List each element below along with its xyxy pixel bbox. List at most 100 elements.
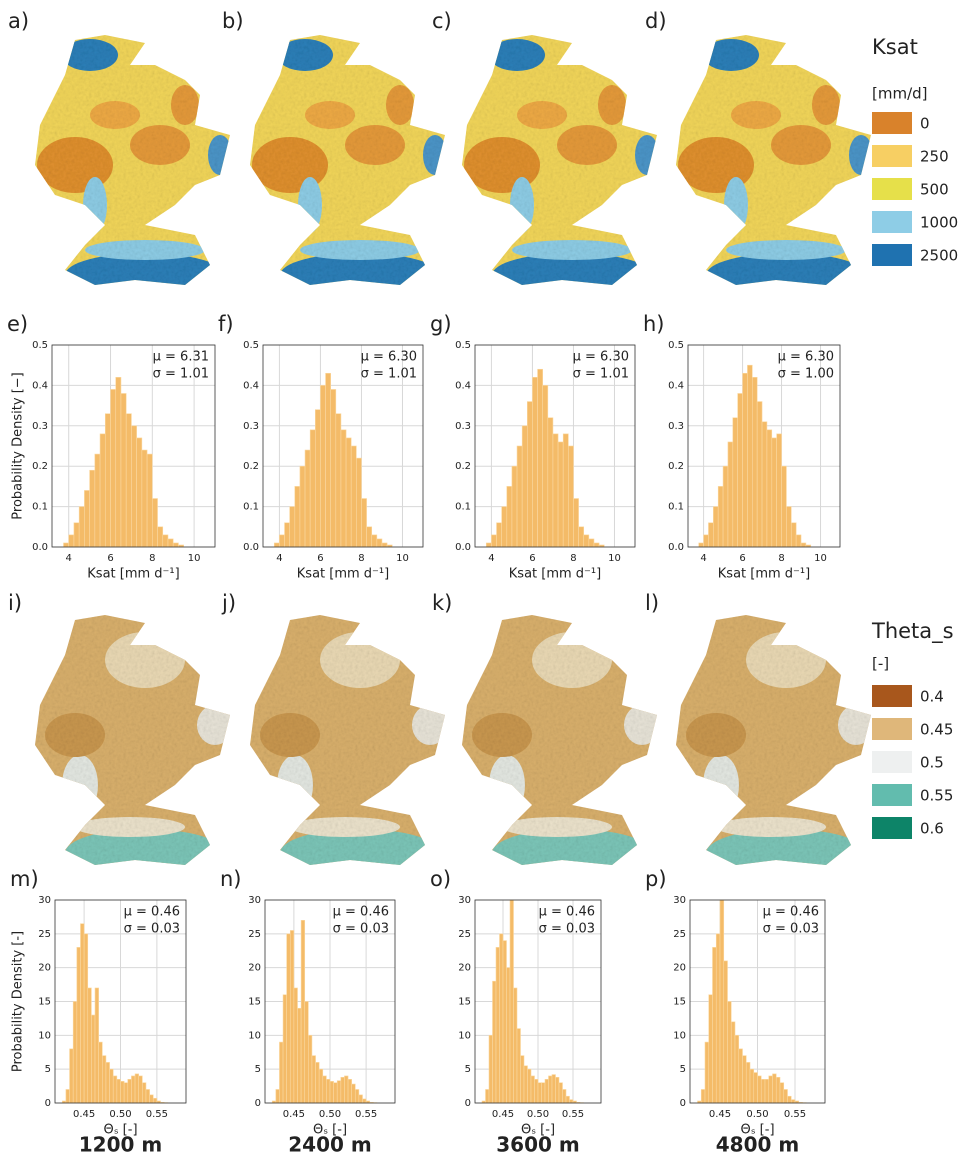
bar bbox=[371, 534, 378, 548]
bar bbox=[141, 449, 148, 548]
y-tick-label: 0.3 bbox=[32, 421, 48, 432]
bar bbox=[152, 498, 158, 548]
y-tick-label: 0.2 bbox=[32, 461, 48, 472]
bar bbox=[112, 1075, 118, 1104]
y-tick-label: 20 bbox=[38, 963, 51, 974]
y-tick-label: 5 bbox=[465, 1064, 471, 1075]
y-tick-label: 0.5 bbox=[243, 340, 259, 351]
map-image bbox=[35, 35, 235, 297]
y-tick-label: 0.4 bbox=[243, 380, 259, 391]
y-tick-label: 10 bbox=[248, 1030, 261, 1041]
panel-label: e) bbox=[7, 312, 28, 336]
x-axis-label: Ksat [mm d⁻¹] bbox=[297, 567, 389, 582]
annotation: μ = 0.46 bbox=[333, 905, 389, 920]
x-tick-label: 0.45 bbox=[492, 1109, 514, 1120]
bar bbox=[172, 542, 179, 548]
bar bbox=[730, 1021, 736, 1104]
plot-frame bbox=[262, 344, 424, 548]
bar bbox=[756, 401, 763, 548]
bar bbox=[63, 542, 70, 548]
y-tick-label: 15 bbox=[248, 997, 261, 1008]
bar bbox=[551, 1074, 556, 1104]
y-tick-label: 25 bbox=[458, 929, 471, 940]
bar bbox=[548, 1075, 553, 1104]
bar bbox=[541, 1082, 546, 1104]
legend-swatch bbox=[872, 685, 912, 707]
bar bbox=[315, 1062, 320, 1104]
bar bbox=[120, 393, 127, 548]
bar bbox=[790, 522, 797, 548]
x-tick-label: 0.55 bbox=[355, 1109, 377, 1120]
bar bbox=[521, 425, 528, 548]
bar bbox=[516, 1028, 521, 1104]
bar bbox=[527, 1068, 532, 1104]
annotation: σ = 1.01 bbox=[361, 367, 417, 382]
bar bbox=[742, 1055, 747, 1104]
panel-label: i) bbox=[8, 591, 22, 615]
y-tick-label: 0.0 bbox=[455, 542, 471, 553]
x-tick-label: 6 bbox=[529, 553, 535, 564]
bar bbox=[336, 1080, 342, 1104]
plot-frame bbox=[54, 899, 187, 1104]
panel-label: f) bbox=[218, 312, 234, 336]
bar bbox=[783, 1089, 788, 1104]
bar bbox=[311, 1055, 316, 1104]
annotation: μ = 6.30 bbox=[361, 350, 417, 365]
plot-frame bbox=[51, 344, 216, 548]
annotation: σ = 0.03 bbox=[539, 922, 595, 937]
y-tick-label: 0 bbox=[465, 1098, 471, 1109]
y-tick-label: 0.1 bbox=[455, 502, 471, 513]
bar bbox=[72, 1001, 78, 1104]
bar bbox=[781, 465, 787, 548]
bar bbox=[786, 506, 792, 548]
bar bbox=[766, 429, 773, 548]
bar bbox=[162, 534, 169, 548]
bar bbox=[738, 1048, 743, 1104]
panel-label: g) bbox=[430, 312, 452, 336]
bar bbox=[488, 1035, 493, 1104]
x-tick-label: 6 bbox=[107, 553, 113, 564]
bar bbox=[83, 933, 89, 1104]
y-tick-label: 0.5 bbox=[455, 340, 471, 351]
y-tick-label: 20 bbox=[673, 963, 686, 974]
bar bbox=[131, 1075, 136, 1104]
bar bbox=[366, 526, 373, 548]
plot-frame bbox=[687, 344, 841, 548]
legend-label: 0.4 bbox=[920, 688, 944, 706]
legend-label: 0 bbox=[920, 115, 930, 133]
bar bbox=[94, 987, 99, 1104]
bar bbox=[491, 534, 497, 548]
bar bbox=[89, 469, 96, 548]
y-tick-label: 0.3 bbox=[455, 421, 471, 432]
y-tick-label: 0.1 bbox=[243, 502, 259, 513]
bar bbox=[297, 1007, 302, 1104]
bar bbox=[286, 933, 291, 1104]
bar bbox=[727, 1001, 732, 1104]
bar bbox=[534, 1079, 539, 1104]
y-tick-label: 0.5 bbox=[32, 340, 48, 351]
bar bbox=[104, 413, 111, 548]
y-tick-label: 0.1 bbox=[32, 502, 48, 513]
bar bbox=[69, 1048, 74, 1104]
bar bbox=[115, 377, 122, 548]
bar bbox=[152, 1097, 158, 1104]
y-axis-label: Probability Density [-] bbox=[11, 931, 26, 1072]
bar bbox=[345, 437, 352, 548]
bar bbox=[142, 1082, 147, 1104]
bar bbox=[732, 417, 738, 548]
bar bbox=[105, 1062, 110, 1104]
y-tick-label: 25 bbox=[248, 929, 261, 940]
bar bbox=[350, 445, 357, 548]
bar bbox=[347, 1079, 352, 1104]
legend-label: 0.5 bbox=[920, 754, 944, 772]
y-tick-label: 0.4 bbox=[668, 380, 684, 391]
y-tick-label: 0 bbox=[255, 1098, 261, 1109]
bar bbox=[485, 1089, 490, 1104]
bar bbox=[509, 899, 514, 1104]
legend-unit: [mm/d] bbox=[872, 85, 928, 103]
annotation: σ = 0.03 bbox=[333, 922, 389, 937]
bar bbox=[557, 441, 564, 548]
bar bbox=[779, 1082, 785, 1104]
bar bbox=[149, 1094, 154, 1104]
